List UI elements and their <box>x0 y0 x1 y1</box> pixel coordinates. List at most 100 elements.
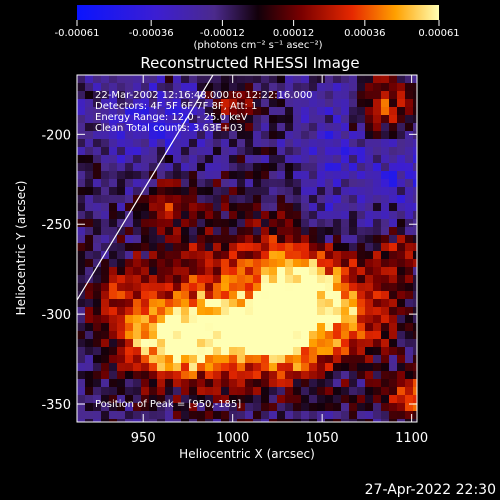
heatmap-cell <box>77 403 86 412</box>
heatmap-cell <box>397 387 406 396</box>
heatmap-cell <box>173 195 182 204</box>
heatmap-cell <box>229 155 238 164</box>
heatmap-cell <box>269 371 278 380</box>
heatmap-cell <box>325 139 334 148</box>
heatmap-cell <box>397 147 406 156</box>
heatmap-cell <box>93 115 102 124</box>
heatmap-cell <box>77 291 86 300</box>
heatmap-cell <box>365 83 374 92</box>
heatmap-cell <box>349 171 358 180</box>
heatmap-cell <box>229 323 238 332</box>
heatmap-cell <box>317 251 326 260</box>
heatmap-cell <box>357 179 366 188</box>
heatmap-cell <box>293 203 302 212</box>
heatmap-cell <box>357 107 366 116</box>
heatmap-cell <box>389 99 398 108</box>
heatmap-cell <box>221 99 230 108</box>
heatmap-cell <box>293 227 302 236</box>
heatmap-cell <box>325 123 334 132</box>
heatmap-cell <box>93 227 102 236</box>
heatmap-cell <box>117 275 126 284</box>
heatmap-cell <box>253 179 262 188</box>
heatmap-cell <box>125 211 134 220</box>
heatmap-cell <box>125 171 134 180</box>
heatmap-cell <box>261 83 270 92</box>
heatmap-cell <box>269 195 278 204</box>
heatmap-cell <box>205 187 214 196</box>
heatmap-cell <box>269 323 278 332</box>
heatmap-cell <box>341 171 350 180</box>
heatmap-cell <box>373 403 382 412</box>
heatmap-cell <box>213 371 222 380</box>
heatmap-cell <box>165 131 174 140</box>
heatmap-cell <box>277 123 286 132</box>
heatmap-cell <box>301 395 310 404</box>
heatmap-cell <box>389 403 398 412</box>
heatmap-cell <box>253 155 262 164</box>
heatmap-cell <box>389 107 398 116</box>
heatmap-cell <box>349 203 358 212</box>
heatmap-cell <box>237 339 246 348</box>
heatmap-cell <box>237 395 246 404</box>
heatmap-cell <box>117 227 126 236</box>
heatmap-cell <box>381 307 390 316</box>
heatmap-cell <box>285 155 294 164</box>
heatmap-cell <box>149 211 158 220</box>
heatmap-cell <box>253 275 262 284</box>
heatmap-cell <box>221 347 230 356</box>
heatmap-cell <box>341 411 350 420</box>
heatmap-cell <box>149 347 158 356</box>
heatmap-cell <box>133 331 142 340</box>
heatmap-cell <box>93 235 102 244</box>
heatmap-cell <box>365 331 374 340</box>
heatmap-cell <box>293 91 302 100</box>
heatmap-cell <box>365 179 374 188</box>
heatmap-cell <box>93 171 102 180</box>
heatmap-cell <box>405 323 414 332</box>
heatmap-cell <box>317 339 326 348</box>
heatmap-cell <box>341 211 350 220</box>
heatmap-cell <box>341 283 350 292</box>
heatmap-cell <box>285 115 294 124</box>
heatmap-cell <box>365 395 374 404</box>
heatmap-cell <box>125 315 134 324</box>
heatmap-cell <box>93 419 102 422</box>
heatmap-cell <box>381 387 390 396</box>
x-tick-label: 1000 <box>216 431 249 446</box>
heatmap-cell <box>197 379 206 388</box>
heatmap-cell <box>149 123 158 132</box>
heatmap-cell <box>101 267 110 276</box>
heatmap-cell <box>253 339 262 348</box>
heatmap-cell <box>109 291 118 300</box>
heatmap-cell <box>117 91 126 100</box>
heatmap-cell <box>277 291 286 300</box>
heatmap-cell <box>77 267 86 276</box>
heatmap-cell <box>125 75 134 84</box>
heatmap-cell <box>309 83 318 92</box>
heatmap-cell <box>309 395 318 404</box>
heatmap-cell <box>413 227 417 236</box>
heatmap-cell <box>333 147 342 156</box>
heatmap-cell <box>141 355 150 364</box>
heatmap-cell <box>317 123 326 132</box>
heatmap-cell <box>205 339 214 348</box>
heatmap-cell <box>125 355 134 364</box>
heatmap-cell <box>325 75 334 84</box>
heatmap-cell <box>405 339 414 348</box>
heatmap-cell <box>253 131 262 140</box>
heatmap-cell <box>365 75 374 84</box>
heatmap-cell <box>333 355 342 364</box>
heatmap-cell <box>197 131 206 140</box>
heatmap-cell <box>93 323 102 332</box>
heatmap-cell <box>221 187 230 196</box>
heatmap-cell <box>381 291 390 300</box>
heatmap-cell <box>149 75 158 84</box>
heatmap-cell <box>293 75 302 84</box>
heatmap-cell <box>205 243 214 252</box>
heatmap-cell <box>349 299 358 308</box>
heatmap-cell <box>381 347 390 356</box>
heatmap-cell <box>301 187 310 196</box>
heatmap-cell <box>261 91 270 100</box>
heatmap-cell <box>253 195 262 204</box>
heatmap-cell <box>141 243 150 252</box>
